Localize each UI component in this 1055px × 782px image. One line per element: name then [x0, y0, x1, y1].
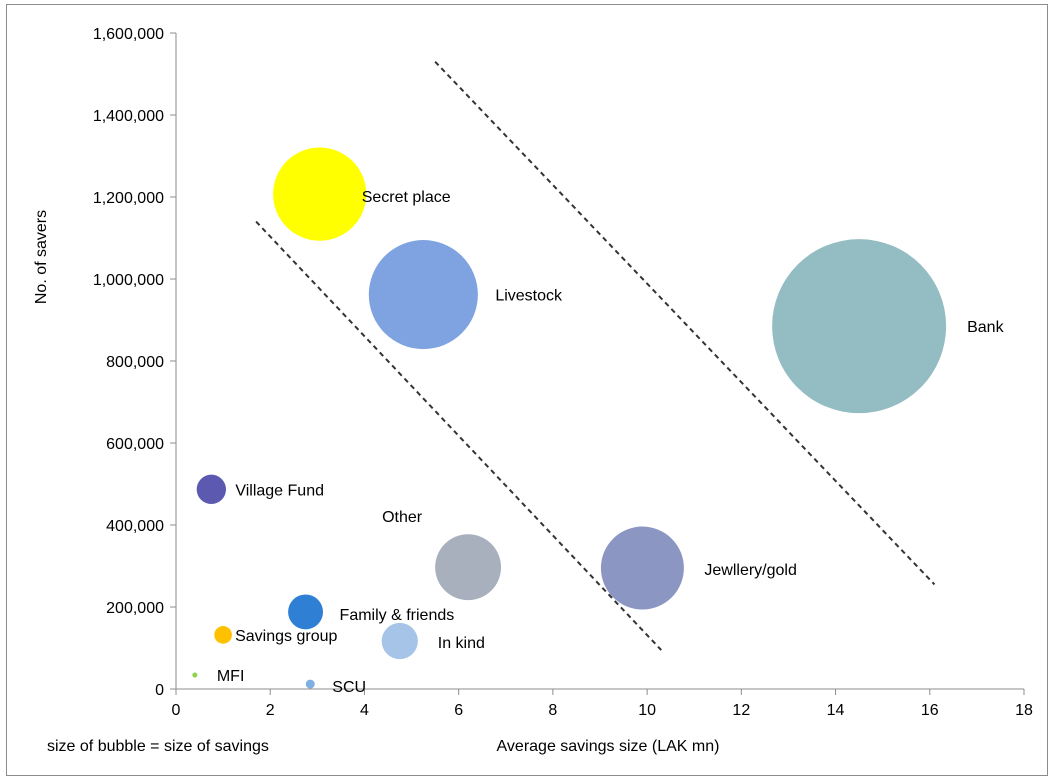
bubble-label-in-kind: In kind: [438, 635, 485, 652]
bubble-label-secret-place: Secret place: [362, 189, 451, 206]
bubble-label-savings-group: Savings group: [235, 628, 337, 645]
bubble-label-livestock: Livestock: [495, 288, 563, 305]
y-tick-label: 1,600,000: [93, 26, 164, 43]
axes-layer: 0 200,000 400,000 600,000 800,000 1,000,000 1,…: [93, 26, 1033, 719]
bubbles-layer: [192, 147, 947, 689]
chart-frame: [6, 4, 1048, 776]
bubble-mfi: [192, 672, 198, 678]
x-tick-label: 18: [1015, 702, 1033, 719]
bubble-village-fund: [196, 474, 227, 505]
bubble-label-other: Other: [382, 509, 423, 526]
y-tick-label: 200,000: [106, 600, 164, 617]
dashed-reference-line-2: [434, 61, 936, 586]
x-tick-label: 12: [732, 702, 750, 719]
bubble-savings-group: [214, 626, 232, 644]
bubble-bank: [772, 239, 947, 414]
bubble-label-mfi: MFI: [217, 668, 245, 685]
y-tick-label: 1,200,000: [93, 190, 164, 207]
bubble-label-scu: SCU: [332, 679, 366, 696]
x-tick-label: 10: [638, 702, 656, 719]
y-tick-label: 1,000,000: [93, 272, 164, 289]
x-tick-label: 0: [172, 702, 181, 719]
y-axis-title: No. of savers: [33, 210, 50, 304]
bubble-scu: [305, 679, 315, 689]
bubble-family-friends: [288, 594, 324, 630]
x-tick-label: 2: [266, 702, 275, 719]
bubble-other: [435, 534, 502, 601]
x-tick-label: 6: [454, 702, 463, 719]
bubble-secret-place: [273, 147, 367, 241]
x-tick-label: 4: [360, 702, 369, 719]
bubble-label-village-fund: Village Fund: [235, 482, 324, 499]
x-tick-label: 16: [921, 702, 939, 719]
bubble-labels-layer: Secret place Livestock Bank Village Fund Oth…: [217, 189, 1005, 696]
x-tick-label: 14: [827, 702, 845, 719]
x-tick-label: 8: [548, 702, 557, 719]
bubble-label-family-friends: Family & friends: [340, 607, 455, 624]
bubble-label-jewllery-gold: Jewllery/gold: [704, 562, 796, 579]
y-tick-label: 400,000: [106, 518, 164, 535]
bubble-label-bank: Bank: [967, 319, 1004, 336]
bubble-jewllery-gold: [600, 526, 684, 610]
y-tick-label: 1,400,000: [93, 108, 164, 125]
x-axis-title: Average savings size (LAK mn): [497, 738, 720, 755]
bubble-livestock: [368, 240, 478, 350]
y-tick-label: 800,000: [106, 354, 164, 371]
reference-lines-layer: [255, 61, 936, 651]
bubble-in-kind: [381, 622, 418, 660]
y-tick-label: 600,000: [106, 436, 164, 453]
y-tick-label: 0: [155, 682, 164, 699]
bubble-size-note: size of bubble = size of savings: [47, 738, 269, 755]
